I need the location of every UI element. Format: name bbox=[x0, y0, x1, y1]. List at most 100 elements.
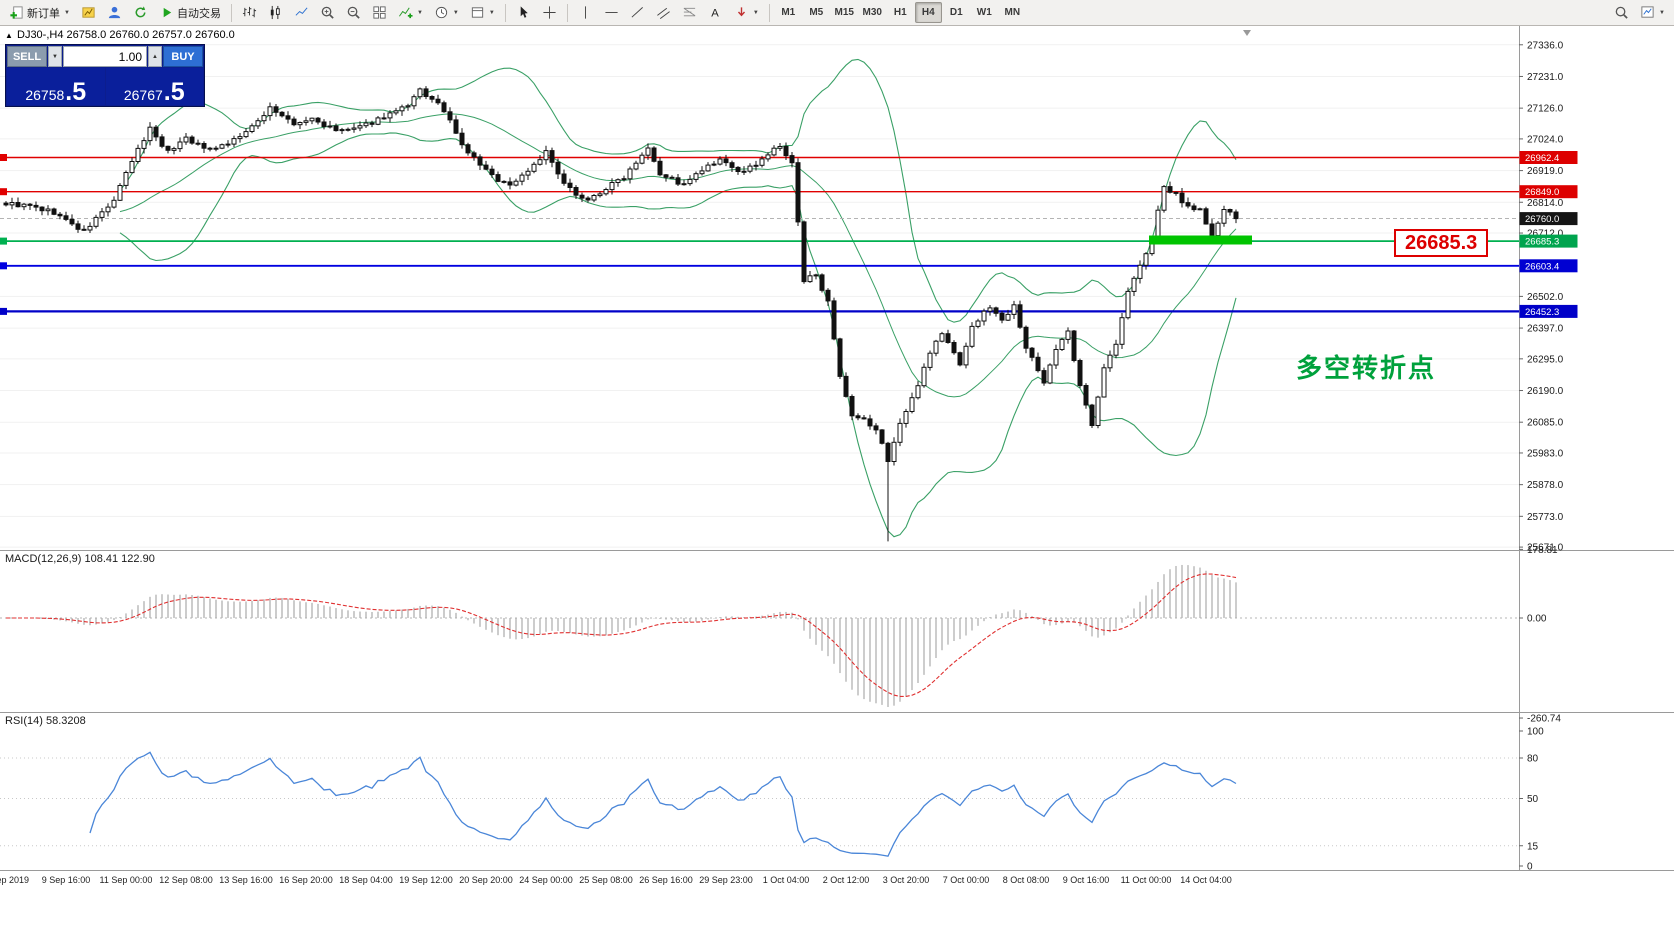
sell-button[interactable]: SELL bbox=[7, 46, 47, 67]
svg-text:50: 50 bbox=[1527, 794, 1539, 805]
svg-text:1 Oct 04:00: 1 Oct 04:00 bbox=[763, 875, 810, 885]
svg-text:26085.0: 26085.0 bbox=[1527, 418, 1564, 429]
fibonacci-icon bbox=[683, 7, 696, 17]
arrows-button[interactable]: ▼ bbox=[729, 1, 764, 25]
periods-button[interactable]: ▼ bbox=[429, 1, 464, 25]
caret-down-icon: ▼ bbox=[752, 9, 759, 16]
indicators-icon bbox=[398, 7, 413, 19]
tile-windows-button[interactable] bbox=[367, 1, 392, 25]
fibonacci-button[interactable] bbox=[677, 1, 702, 25]
timeframe-button-m5[interactable]: M5 bbox=[809, 7, 824, 18]
svg-text:26603.4: 26603.4 bbox=[1525, 261, 1559, 272]
svg-text:16 Sep 20:00: 16 Sep 20:00 bbox=[279, 875, 333, 885]
svg-text:24 Sep 00:00: 24 Sep 00:00 bbox=[519, 875, 573, 885]
svg-text:26295.0: 26295.0 bbox=[1527, 354, 1564, 365]
bar-chart-button[interactable] bbox=[237, 1, 262, 25]
svg-text:0.00: 0.00 bbox=[1527, 614, 1547, 625]
macd-axis[interactable]: 178.81 0.00 -260.74 bbox=[1519, 545, 1561, 725]
new-chart-icon bbox=[82, 7, 95, 18]
autotrading-button[interactable]: 自动交易 bbox=[154, 1, 226, 25]
profiles-button[interactable] bbox=[102, 1, 127, 25]
svg-text:27231.0: 27231.0 bbox=[1527, 72, 1564, 83]
svg-text:7 Oct 00:00: 7 Oct 00:00 bbox=[943, 875, 990, 885]
bollinger-bands bbox=[119, 58, 1237, 538]
volume-up-button[interactable]: ▲ bbox=[148, 46, 162, 67]
chart-collapse-icon[interactable]: ▲ bbox=[5, 31, 13, 40]
timeframe-button-h4[interactable]: H4 bbox=[914, 2, 942, 23]
new-order-button[interactable]: 新订单 ▼ bbox=[4, 1, 75, 25]
clock-icon bbox=[435, 6, 448, 19]
sell-price-display[interactable]: 26758 .5 bbox=[7, 68, 105, 105]
toolbar-separator bbox=[566, 3, 568, 22]
candlestick-chart-icon bbox=[270, 5, 280, 20]
svg-text:5 Sep 2019: 5 Sep 2019 bbox=[0, 875, 29, 885]
line-chart-icon bbox=[295, 7, 308, 16]
timeframe-button-m1[interactable]: M1 bbox=[781, 7, 796, 18]
refresh-button[interactable] bbox=[128, 1, 153, 25]
timeframe-button-m15[interactable]: M15 bbox=[834, 7, 854, 18]
trendline-button[interactable] bbox=[625, 1, 650, 25]
arrow-shape-icon bbox=[737, 7, 745, 17]
timeframe-button-mn[interactable]: MN bbox=[1004, 7, 1021, 18]
ohlc-header: DJ30-,H4 26758.0 26760.0 26757.0 26760.0 bbox=[17, 29, 235, 41]
new-chart-button[interactable] bbox=[76, 1, 101, 25]
volume-input[interactable] bbox=[63, 46, 147, 67]
chart-picker-button[interactable]: ▼ bbox=[1635, 1, 1670, 25]
rsi-line bbox=[89, 751, 1237, 857]
annotation-text[interactable]: 多空转折点 bbox=[1296, 353, 1437, 383]
rsi-label: RSI(14) 58.3208 bbox=[5, 715, 86, 727]
svg-text:2 Oct 12:00: 2 Oct 12:00 bbox=[823, 875, 870, 885]
template-icon bbox=[471, 7, 483, 18]
horizontal-line-button[interactable] bbox=[599, 1, 624, 25]
price-callout[interactable]: 26685.3 bbox=[1394, 229, 1489, 257]
timeframe-button-d1[interactable]: D1 bbox=[949, 7, 963, 18]
hline-left-tags bbox=[0, 154, 7, 315]
time-axis[interactable]: 5 Sep 2019 9 Sep 16:00 11 Sep 00:00 12 Sep … bbox=[0, 875, 1232, 885]
timeframe-button-h1[interactable]: H1 bbox=[893, 7, 907, 18]
zoom-in-button[interactable] bbox=[315, 1, 340, 25]
zoom-out-button[interactable] bbox=[341, 1, 366, 25]
svg-text:178.81: 178.81 bbox=[1527, 545, 1558, 556]
price-gridlines bbox=[0, 44, 1519, 548]
svg-text:18 Sep 04:00: 18 Sep 04:00 bbox=[339, 875, 393, 885]
svg-text:25773.0: 25773.0 bbox=[1527, 512, 1564, 523]
play-icon bbox=[163, 7, 172, 18]
timeframe-button-w1[interactable]: W1 bbox=[976, 7, 992, 18]
crosshair-button[interactable] bbox=[537, 1, 562, 25]
support-highlight-bar[interactable] bbox=[1149, 235, 1252, 245]
refresh-icon bbox=[135, 6, 146, 18]
buy-button[interactable]: BUY bbox=[163, 46, 203, 67]
text-tool-button[interactable]: A bbox=[703, 1, 728, 25]
svg-text:26502.0: 26502.0 bbox=[1527, 292, 1564, 303]
indicators-button[interactable]: ▼ bbox=[393, 1, 428, 25]
vertical-line-button[interactable] bbox=[573, 1, 598, 25]
cursor-button[interactable] bbox=[511, 1, 536, 25]
svg-text:26919.0: 26919.0 bbox=[1527, 166, 1564, 177]
vertical-line-icon bbox=[584, 6, 586, 19]
svg-text:25878.0: 25878.0 bbox=[1527, 480, 1564, 491]
channel-button[interactable] bbox=[651, 1, 676, 25]
candlestick-chart-button[interactable] bbox=[263, 1, 288, 25]
buy-price-display[interactable]: 26767 .5 bbox=[105, 68, 203, 105]
volume-down-button[interactable]: ▼ bbox=[48, 46, 62, 67]
caret-down-icon: ▼ bbox=[64, 9, 70, 16]
macd-label: MACD(12,26,9) 108.41 122.90 bbox=[5, 553, 155, 565]
toolbar: 新订单 ▼ 自动交易 bbox=[0, 0, 1674, 26]
svg-text:26962.4: 26962.4 bbox=[1525, 153, 1559, 164]
timeframe-button-m30[interactable]: M30 bbox=[862, 7, 882, 18]
horizontal-lines[interactable] bbox=[0, 156, 1519, 313]
svg-text:27126.0: 27126.0 bbox=[1527, 104, 1564, 115]
search-button[interactable] bbox=[1609, 1, 1634, 25]
svg-text:25983.0: 25983.0 bbox=[1527, 448, 1564, 459]
caret-down-icon: ▼ bbox=[452, 9, 459, 16]
rsi-axis[interactable]: 100 80 50 15 0 bbox=[1519, 727, 1544, 873]
timeframe-group: M1 M5 M15 M30 H1 H4 D1 W1 MN bbox=[775, 2, 1026, 23]
svg-text:26 Sep 16:00: 26 Sep 16:00 bbox=[639, 875, 693, 885]
line-chart-button[interactable] bbox=[289, 1, 314, 25]
templates-button[interactable]: ▼ bbox=[465, 1, 500, 25]
price-axis[interactable]: 27336.0 27231.0 27126.0 27024.0 26919.0 26814… bbox=[1519, 40, 1578, 554]
new-order-label: 新订单 bbox=[27, 7, 60, 20]
svg-text:25671.0: 25671.0 bbox=[1527, 543, 1564, 554]
